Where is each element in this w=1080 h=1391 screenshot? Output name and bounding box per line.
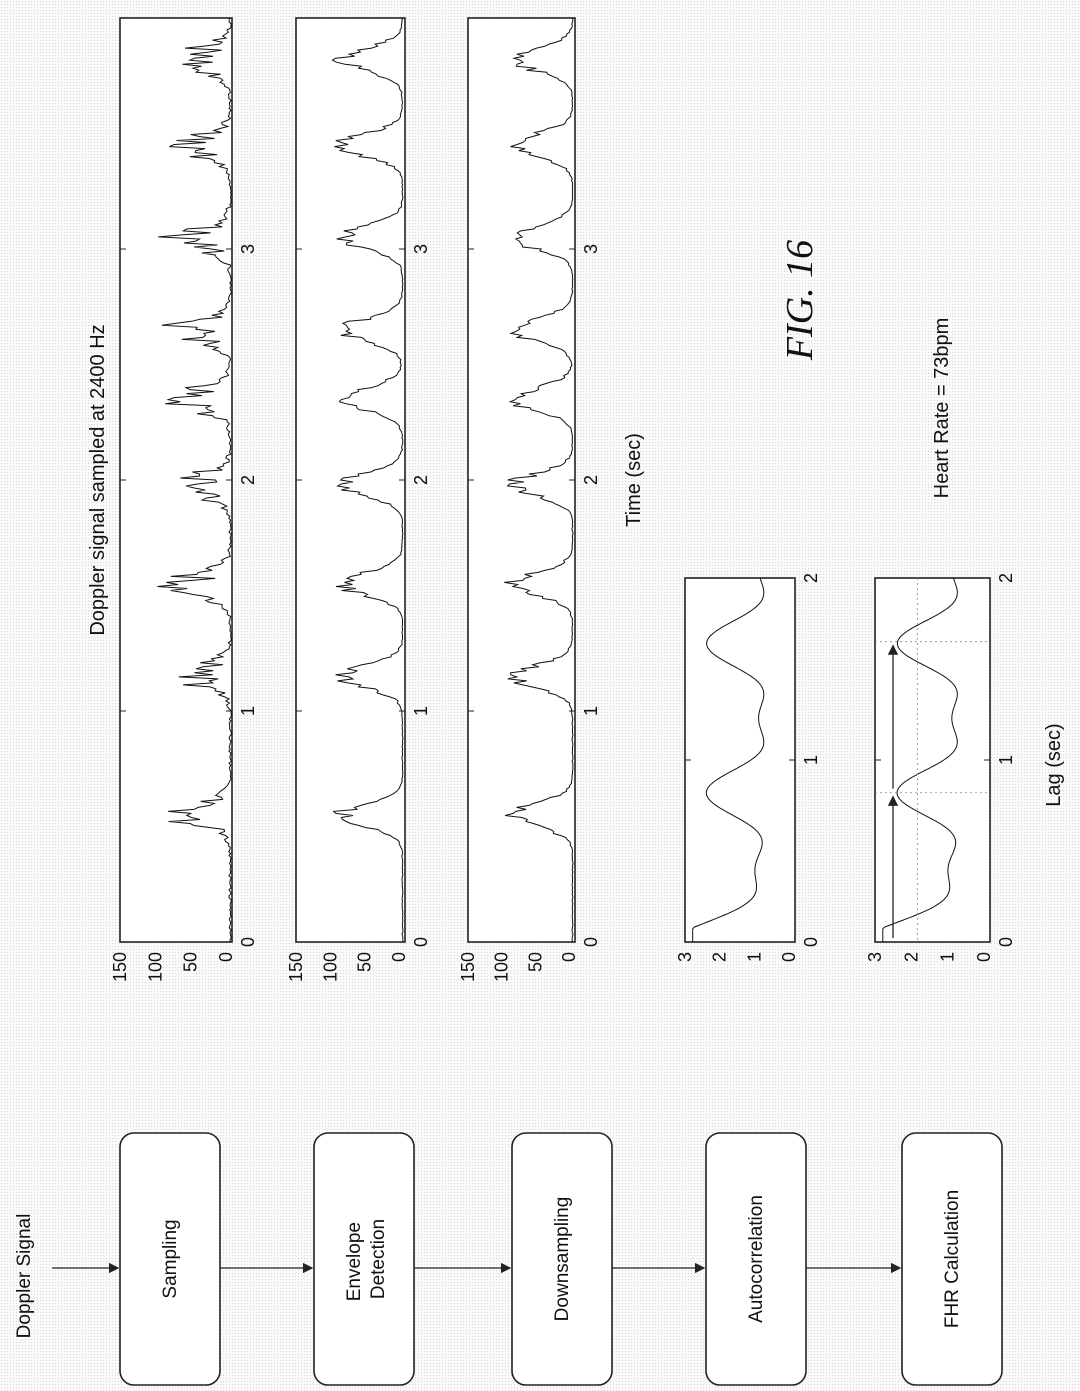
plot-5-frame <box>874 577 991 943</box>
plot-4-ytick-label: 2 <box>710 952 730 962</box>
plot-1-ytick-label: 50 <box>181 952 201 972</box>
plot-2-xtick-label: 1 <box>411 706 431 716</box>
step-sampling-box <box>119 1132 221 1386</box>
plot-5-ytick-label: 2 <box>901 952 921 962</box>
plot-5-xtick-label: 0 <box>996 937 1016 947</box>
plot-5-trace <box>882 577 958 942</box>
step-envelope-label: Envelope Detection <box>344 1217 389 1302</box>
plot-4-ytick-label: 3 <box>675 952 695 962</box>
plot-3-xtick-label: 2 <box>581 475 601 485</box>
plot-panel-2: 0 1 2 3 150 100 50 0 <box>286 17 431 982</box>
plot-5-xtick-label: 2 <box>996 573 1016 583</box>
step-downsampling-box <box>511 1132 613 1386</box>
time-axis-label: Time (sec) <box>623 433 645 527</box>
step-fhr-calculation: FHR Calculation <box>901 1132 1003 1386</box>
plot-4-ytick-label: 0 <box>779 952 799 962</box>
step-downsampling-label: Downsampling <box>552 1197 573 1322</box>
plot-2-frame <box>295 17 406 943</box>
step-envelope-box <box>313 1132 415 1386</box>
plot-3-frame <box>467 17 576 943</box>
plot-2-ytick-label: 0 <box>389 952 409 962</box>
plot-3-xtick-label: 1 <box>581 706 601 716</box>
step-sampling: Sampling <box>119 1132 221 1386</box>
plot-4-xtick-label: 2 <box>801 573 821 583</box>
plot-2-ytick-label: 100 <box>320 952 340 982</box>
plot-panel-4: 0 1 2 3 2 1 0 <box>675 573 821 962</box>
plot-2-xtick-label: 3 <box>411 244 431 254</box>
plot1-title: Doppler signal sampled at 2400 Hz <box>87 324 109 635</box>
step-autocorrelation-box <box>705 1132 807 1386</box>
plot-2-xtick-label: 0 <box>411 937 431 947</box>
plot-2-ytick-label: 50 <box>355 952 375 972</box>
plot-4-frame <box>684 577 796 943</box>
step-fhr-label: FHR Calculation <box>942 1190 963 1328</box>
doppler-signal-label: Doppler Signal <box>14 1214 35 1339</box>
plot-3-ytick-label: 50 <box>525 952 545 972</box>
step-autocorrelation-label: Autocorrelation <box>746 1195 767 1323</box>
step-envelope-line2: Detection <box>368 1219 389 1299</box>
plot-4-xtick-label: 1 <box>801 755 821 765</box>
plot-4-xtick-label: 0 <box>801 937 821 947</box>
heart-rate-label: Heart Rate = 73bpm <box>931 318 953 499</box>
plot-5-xtick-label: 1 <box>996 755 1016 765</box>
plot-1-xtick-label: 1 <box>238 706 258 716</box>
plot-1-xtick-label: 2 <box>238 475 258 485</box>
plot-panel-3: 0 1 2 3 150 100 50 0 <box>458 17 601 982</box>
plot-1-ytick-label: 150 <box>110 952 130 982</box>
plot-1-trace <box>157 17 233 943</box>
plot-3-xtick-label: 3 <box>581 244 601 254</box>
plot-panel-5: 0 1 2 3 2 1 0 <box>865 573 1016 962</box>
plot-5-ytick-label: 1 <box>938 952 958 962</box>
plot-2-xtick-label: 2 <box>411 475 431 485</box>
plot-panel-1: 0 1 2 3 150 100 50 0 <box>110 17 258 982</box>
plot-1-xtick-label: 0 <box>238 937 258 947</box>
plot-4-ytick-label: 1 <box>744 952 764 962</box>
plot-2-trace <box>331 17 404 942</box>
step-envelope-line1: Envelope <box>344 1222 365 1301</box>
plot-2-ytick-label: 150 <box>286 952 306 982</box>
plot-3-xtick-label: 0 <box>581 937 601 947</box>
plot-3-trace <box>504 17 574 943</box>
plot-1-xtick-label: 3 <box>238 244 258 254</box>
step-fhr-box <box>901 1132 1003 1386</box>
step-sampling-label: Sampling <box>160 1219 181 1298</box>
figure-caption: FIG. 16 <box>779 240 821 361</box>
plot-3-ytick-label: 100 <box>492 952 512 982</box>
plot-5-ytick-label: 3 <box>865 952 885 962</box>
plot-3-ytick-label: 150 <box>458 952 478 982</box>
plot-5-ytick-label: 0 <box>974 952 994 962</box>
plot-1-ytick-label: 100 <box>145 952 165 982</box>
step-autocorrelation: Autocorrelation <box>705 1132 807 1386</box>
step-downsampling: Downsampling <box>511 1132 613 1386</box>
plot-1-ytick-label: 0 <box>216 952 236 962</box>
plot-3-ytick-label: 0 <box>559 952 579 962</box>
plot-4-trace <box>692 577 765 942</box>
step-envelope-detection: Envelope Detection <box>313 1132 415 1386</box>
lag-axis-label: Lag (sec) <box>1043 723 1065 806</box>
